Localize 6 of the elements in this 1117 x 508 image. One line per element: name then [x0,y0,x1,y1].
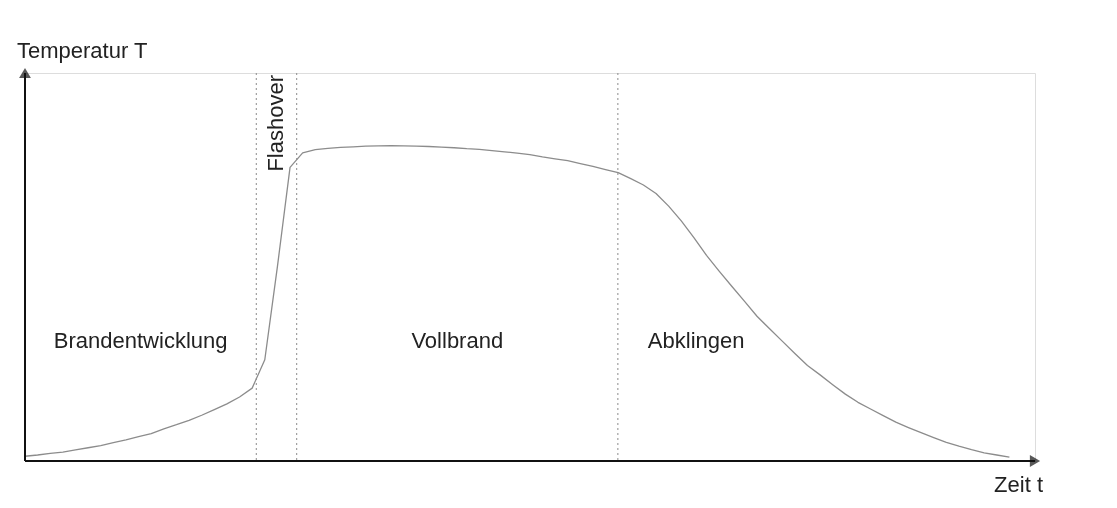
x-axis-title: Zeit t [994,472,1043,497]
annotation: Brandentwicklung [53,327,228,353]
y-axis-title: Temperatur T [17,38,148,63]
annotation: Flashover [263,75,289,172]
annotation: Abklingen [647,327,745,353]
annotation: Vollbrand [411,327,504,353]
